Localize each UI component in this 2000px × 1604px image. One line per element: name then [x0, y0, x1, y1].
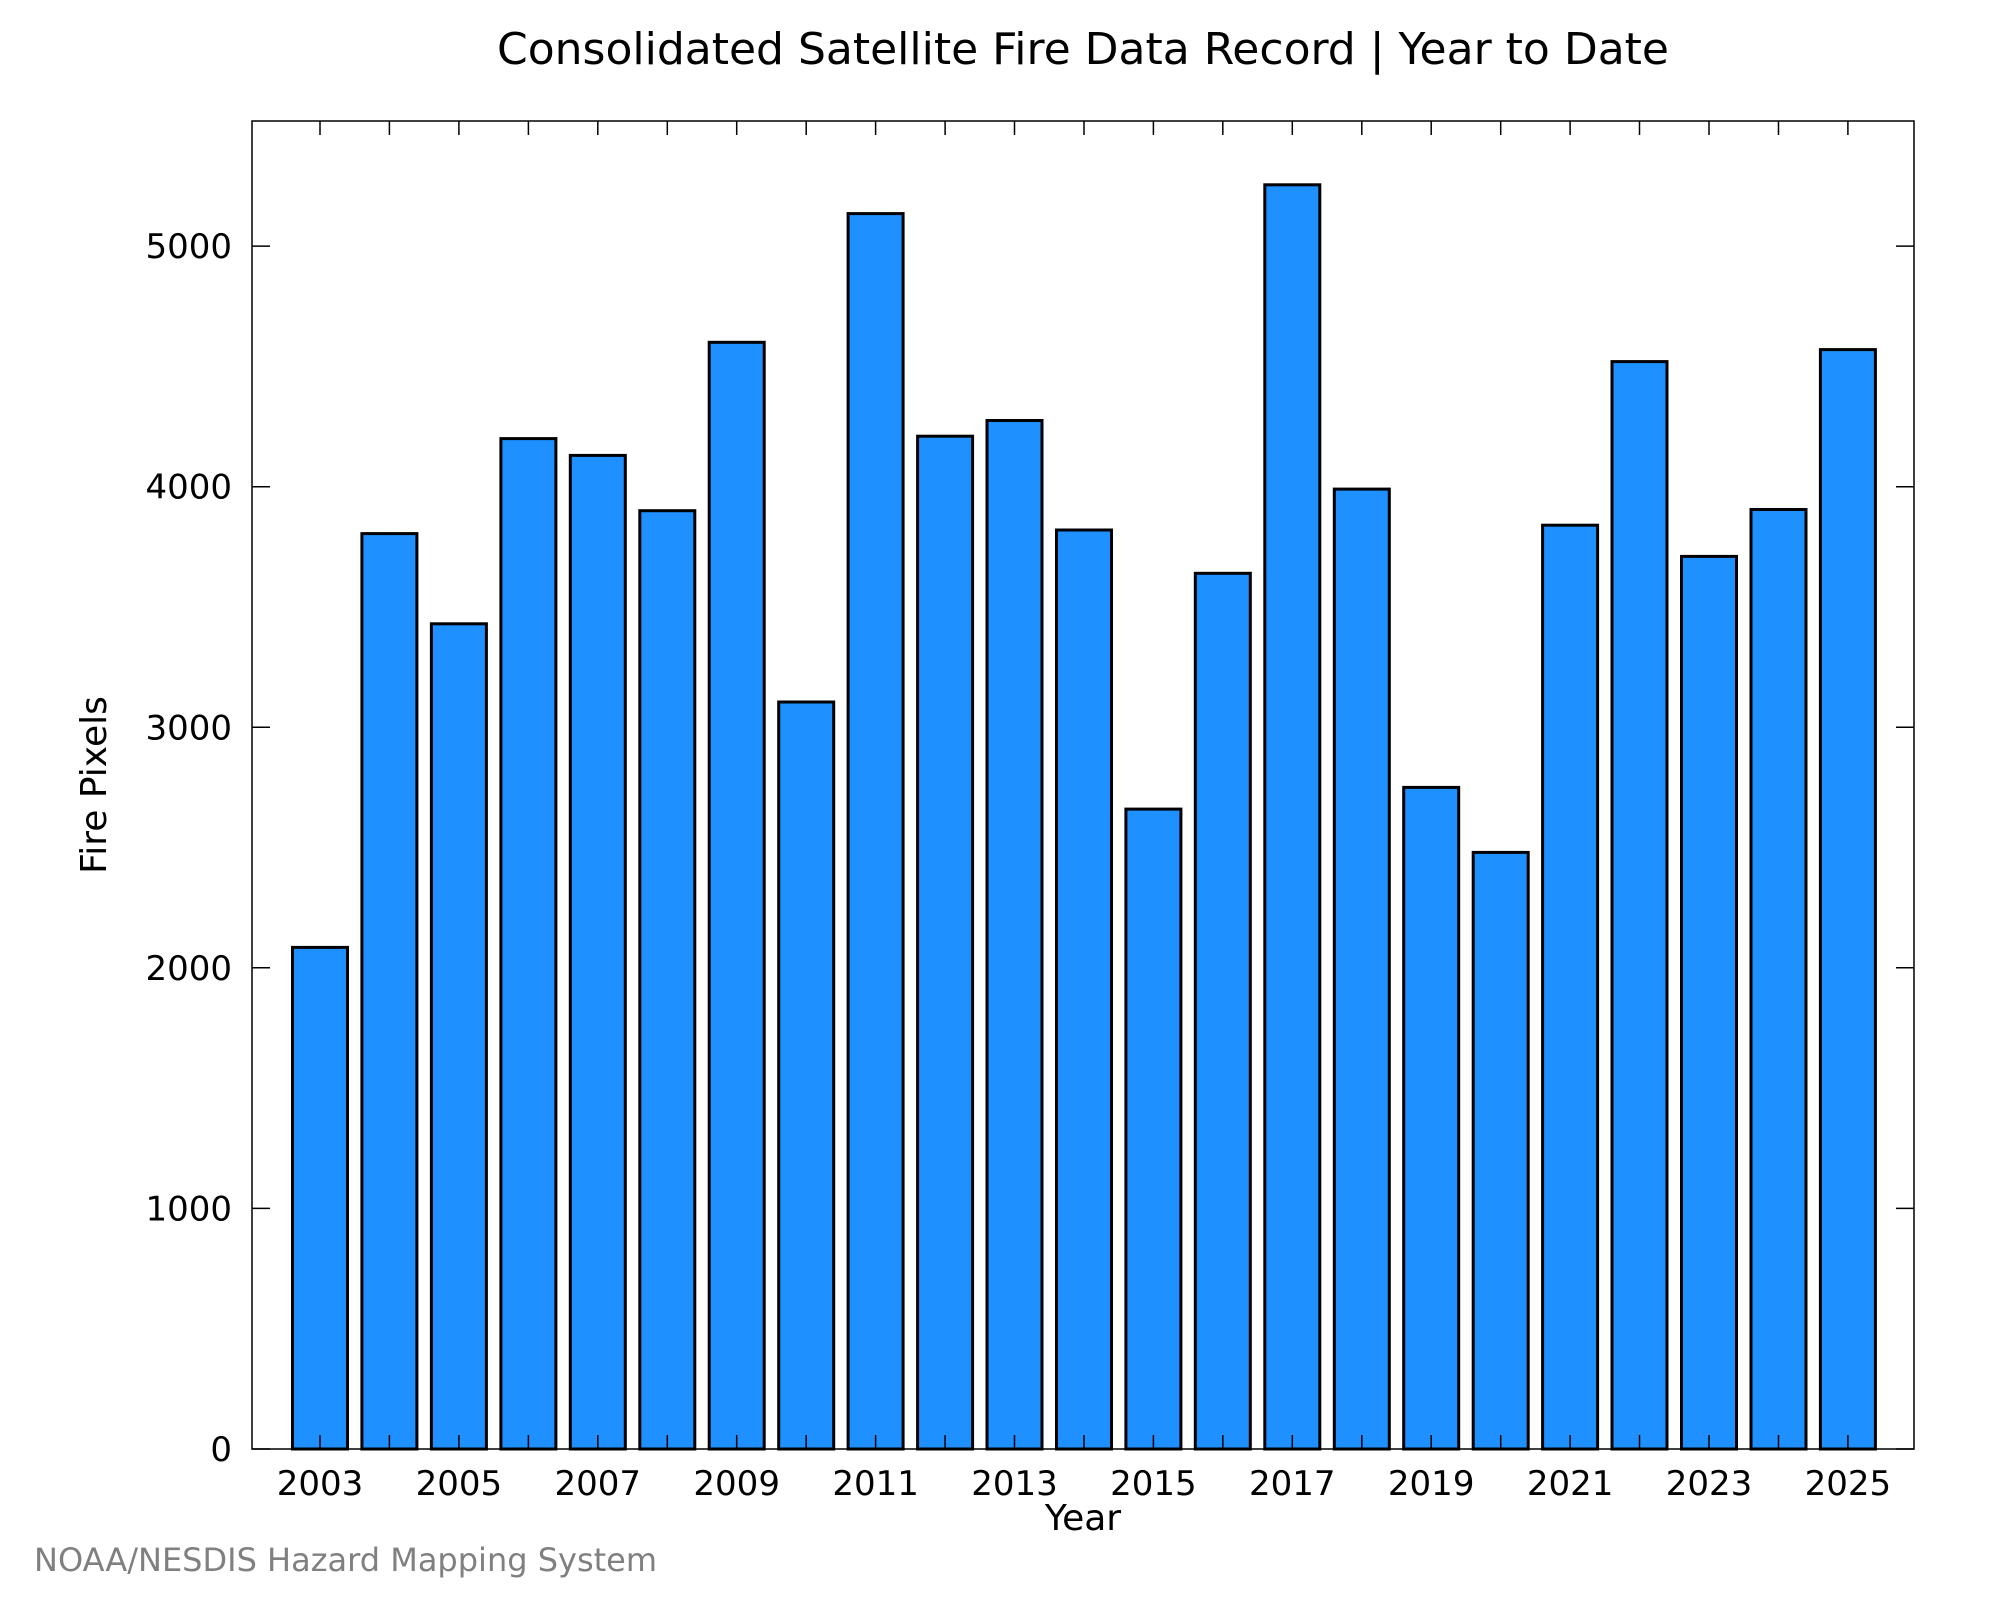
bar-2018 — [1332, 487, 1391, 1451]
bar-2007 — [568, 453, 627, 1451]
chart-title: Consolidated Satellite Fire Data Record … — [497, 24, 1669, 75]
bar-2010 — [777, 700, 836, 1451]
bar-2020 — [1471, 850, 1530, 1451]
x-axis-label: Year — [1044, 1498, 1121, 1539]
bar-2013 — [985, 419, 1044, 1451]
y-axis: 0 1000 2000 3000 4000 5000 — [145, 227, 1914, 1470]
bar-2016 — [1193, 571, 1252, 1451]
y-tick-label: 4000 — [145, 468, 232, 508]
y-tick-label: 5000 — [145, 227, 232, 267]
x-tick-label: 2023 — [1666, 1464, 1753, 1504]
y-tick-label: 3000 — [145, 708, 232, 748]
y-tick-label: 2000 — [145, 949, 232, 989]
x-tick-label: 2015 — [1110, 1464, 1197, 1504]
bar-2014 — [1055, 528, 1113, 1451]
bar-2004 — [360, 532, 419, 1451]
x-tick-label: 2021 — [1527, 1464, 1614, 1504]
bar-2006 — [499, 437, 558, 1451]
bars-layer — [291, 183, 1877, 1451]
x-tick-label: 2003 — [277, 1464, 364, 1504]
bar-2003 — [291, 945, 349, 1451]
x-tick-label: 2013 — [971, 1464, 1058, 1504]
x-tick-label: 2007 — [555, 1464, 642, 1504]
bar-2015 — [1124, 807, 1183, 1451]
bar-2025 — [1818, 348, 1877, 1451]
bar-2023 — [1680, 554, 1738, 1451]
bar-2009 — [707, 340, 766, 1451]
x-tick-label: 2017 — [1249, 1464, 1336, 1504]
footer-credit: NOAA/NESDIS Hazard Mapping System — [34, 1541, 657, 1579]
bar-2008 — [638, 509, 697, 1451]
bar-2011 — [846, 212, 905, 1451]
plot-frame — [251, 120, 1915, 1450]
bar-2024 — [1749, 508, 1808, 1451]
x-tick-label: 2011 — [832, 1464, 919, 1504]
y-tick-label: 1000 — [145, 1189, 232, 1229]
bar-2005 — [429, 622, 488, 1451]
x-tick-label: 2019 — [1388, 1464, 1475, 1504]
bar-2022 — [1610, 360, 1669, 1451]
bar-2012 — [916, 434, 975, 1451]
y-axis-label: Fire Pixels — [74, 696, 115, 874]
bar-2021 — [1541, 523, 1600, 1451]
x-tick-label: 2025 — [1805, 1464, 1892, 1504]
x-axis: 2003 2005 2007 2009 2011 2013 2015 2017 2019 2021… — [277, 121, 1891, 1504]
bar-2017 — [1263, 183, 1322, 1451]
x-tick-label: 2009 — [693, 1464, 780, 1504]
y-tick-label: 0 — [210, 1430, 232, 1470]
bar-2019 — [1402, 785, 1461, 1451]
x-tick-label: 2005 — [416, 1464, 503, 1504]
